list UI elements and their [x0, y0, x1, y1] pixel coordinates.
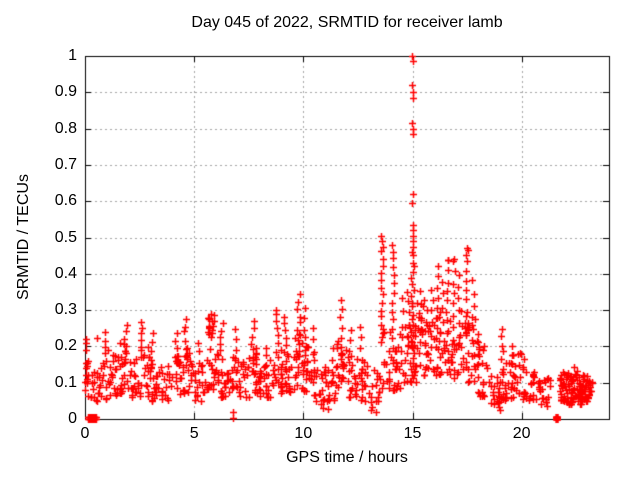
- x-axis-label: GPS time / hours: [286, 449, 408, 466]
- x-tick-label: 5: [189, 425, 199, 442]
- x-tick-label: 15: [403, 425, 422, 442]
- y-tick-label: 0.4: [54, 264, 77, 282]
- chart-title: Day 045 of 2022, SRMTID for receiver lam…: [191, 14, 503, 31]
- y-tick-label: 0.5: [54, 228, 77, 246]
- x-tick-label: 0: [80, 425, 90, 442]
- y-tick-label: 1: [68, 47, 77, 64]
- y-tick-label: 0.2: [54, 337, 77, 355]
- y-tick-label: 0.3: [54, 301, 77, 319]
- y-tick-label: 0.7: [54, 155, 77, 173]
- x-tick-label: 20: [512, 425, 531, 442]
- y-tick-label: 0.8: [54, 119, 77, 137]
- y-tick-label: 0.9: [54, 83, 77, 101]
- y-tick-label: 0: [68, 410, 77, 427]
- x-tick-label: 10: [294, 425, 313, 442]
- y-tick-label: 0.1: [54, 373, 77, 391]
- y-tick-label: 0.6: [54, 192, 77, 210]
